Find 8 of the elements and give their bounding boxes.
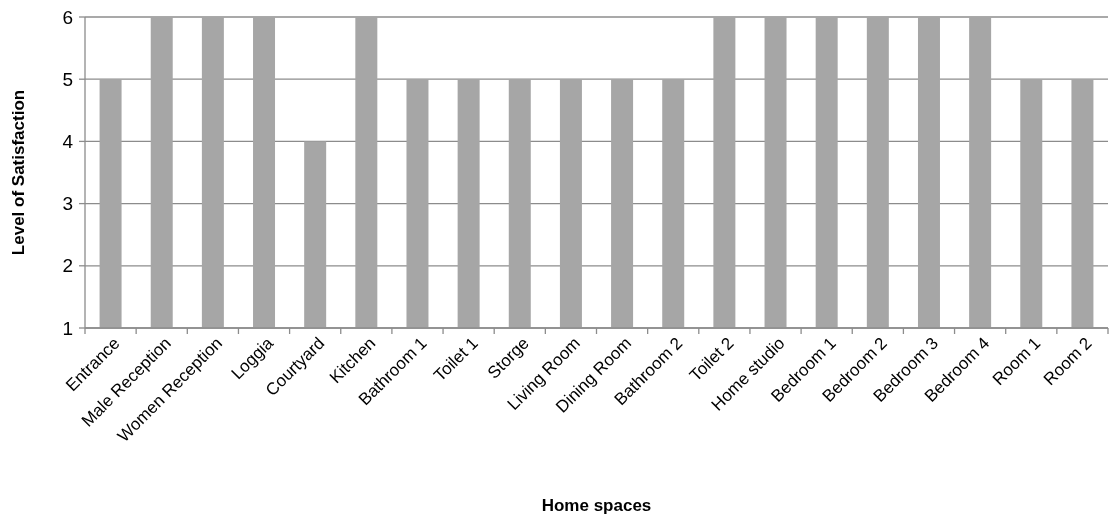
y-tick-label: 1 — [62, 317, 73, 339]
y-tick-label: 5 — [62, 68, 73, 90]
y-tick-label: 2 — [62, 255, 73, 277]
x-axis-title: Home spaces — [541, 496, 652, 515]
y-tick-label: 4 — [62, 131, 74, 153]
y-axis-title: Level of Satisfaction — [9, 89, 28, 256]
y-tick-label: 3 — [62, 193, 73, 215]
y-tick-label: 6 — [62, 6, 73, 28]
